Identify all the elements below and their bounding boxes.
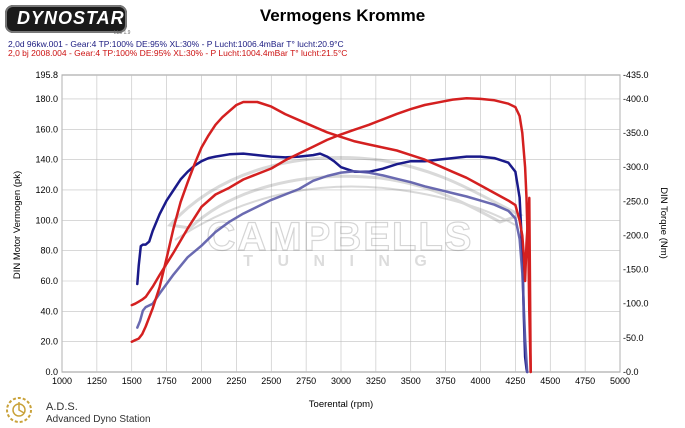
y-right-tick-label: -300.0	[623, 162, 649, 172]
logo-text: DYNOSTAR	[17, 8, 125, 28]
x-tick-label: 1000	[52, 376, 72, 386]
grid	[61, 75, 621, 372]
y-left-tick-label: 100.0	[35, 215, 58, 225]
y-left-tick-label: 140.0	[35, 155, 58, 165]
y-right-tick-label: -100.0	[623, 299, 649, 309]
y-left-tick-label: 40.0	[40, 306, 58, 316]
x-tick-label: 4500	[540, 376, 560, 386]
y-left-tick-label: 20.0	[40, 337, 58, 347]
x-tick-label: 4000	[470, 376, 490, 386]
y-left-tick-label: 120.0	[35, 185, 58, 195]
series-group	[130, 96, 532, 374]
x-tick-label: 1500	[122, 376, 142, 386]
watermark-text-1: CAMPBELLS	[207, 215, 474, 259]
footer-description: Advanced Dyno Station	[46, 414, 151, 425]
y-right-tick-label: -250.0	[623, 196, 649, 206]
right-axis-ticks: -0.0 -50.0 -100.0 -150.0 -200.0 -250.0 -300.0 -…	[623, 70, 649, 377]
ads-logo-icon	[6, 397, 32, 423]
x-tick-label: 3500	[401, 376, 421, 386]
footer-company: A.D.S.	[46, 401, 78, 413]
x-tick-label: 4750	[575, 376, 595, 386]
series-line-2	[136, 170, 529, 374]
x-tick-label: 2250	[226, 376, 246, 386]
y-left-tick-label: 80.0	[40, 246, 58, 256]
y-right-tick-label: -200.0	[623, 230, 649, 240]
series-line-4	[130, 96, 532, 374]
x-axis-ticks: 1000 1250 1500 1750 2000 2250 2500 2750 3000 3250…	[52, 376, 630, 386]
watermark-swoosh-icon	[174, 185, 516, 241]
dynostar-logo: DYNOSTAR	[5, 5, 127, 33]
y-right-tick-label: -50.0	[623, 333, 644, 343]
x-tick-label: 3250	[366, 376, 386, 386]
y-axis-right-label: DIN Torque (Nm)	[658, 187, 669, 259]
y-axis-left-label: DIN Motor Vermogen (pk)	[12, 171, 23, 279]
y-right-tick-label: -350.0	[623, 128, 649, 138]
x-axis-label: Toerental (rpm)	[309, 399, 373, 410]
y-right-tick-label: -150.0	[623, 265, 649, 275]
y-right-tick-label: -0.0	[623, 367, 639, 377]
series-line-1	[136, 152, 529, 374]
y-left-tick-label: 60.0	[40, 276, 58, 286]
y-right-tick-label: -435.0	[623, 70, 649, 80]
y-left-tick-label: 0.0	[45, 367, 58, 377]
x-tick-label: 2000	[191, 376, 211, 386]
y-right-tick-label: -400.0	[623, 94, 649, 104]
watermark: CAMPBELLS T U N I N G	[167, 156, 524, 270]
run-info-2: 2,0 bj 2008.004 - Gear:4 TP:100% DE:95% …	[8, 48, 348, 58]
page-title: Vermogens Kromme	[259, 6, 426, 25]
y-left-tick-label: 160.0	[35, 124, 58, 134]
x-tick-label: 2500	[261, 376, 281, 386]
run-info-1: 2,0d 96kw.001 - Gear:4 TP:100% DE:95% XL…	[8, 39, 344, 49]
x-tick-label: 1250	[87, 376, 107, 386]
x-tick-label: 5000	[610, 376, 630, 386]
logo-subtext: Lbs 1.9	[114, 30, 131, 36]
x-tick-label: 3750	[436, 376, 456, 386]
watermark-text-2: T U N I N G	[243, 253, 437, 270]
x-tick-label: 3000	[331, 376, 351, 386]
y-left-tick-label: 195.8	[35, 70, 58, 80]
x-tick-label: 2750	[296, 376, 316, 386]
series-line-3	[130, 100, 532, 374]
left-axis-ticks: 0.0 20.0 40.0 60.0 80.0 100.0 120.0 140.0 160.0 1…	[35, 70, 58, 377]
y-left-tick-label: 180.0	[35, 94, 58, 104]
x-tick-label: 1750	[157, 376, 177, 386]
x-tick-label: 4250	[505, 376, 525, 386]
